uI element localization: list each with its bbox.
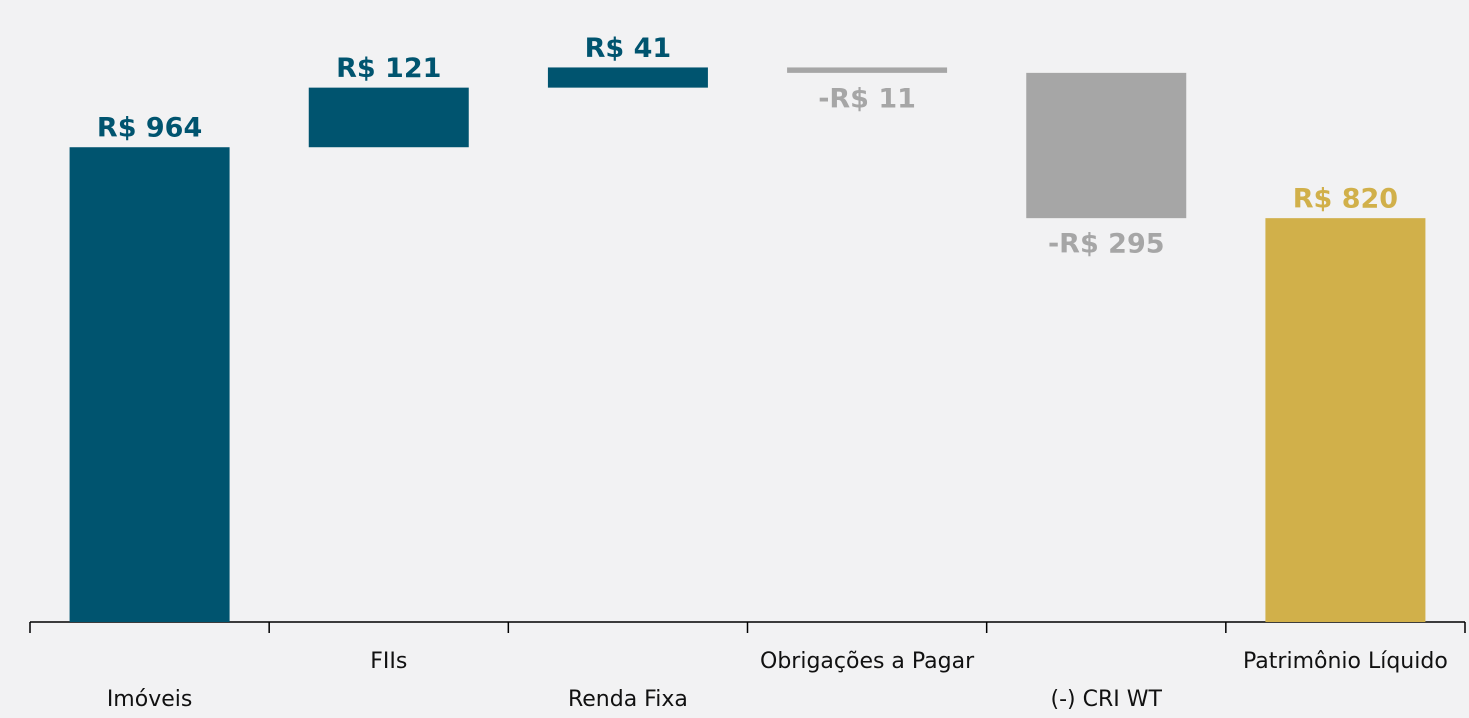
x-tick-label: Imóveis: [107, 687, 193, 712]
value-label: -R$ 11: [818, 83, 916, 114]
x-tick-label: Obrigações a Pagar: [760, 649, 975, 674]
value-label: R$ 41: [585, 33, 672, 64]
bar: [787, 67, 948, 73]
x-tick-label: Patrimônio Líquido: [1243, 649, 1448, 674]
x-tick-label: FIIs: [370, 649, 407, 674]
value-label: R$ 964: [97, 113, 202, 144]
value-label: R$ 820: [1293, 184, 1398, 215]
bar: [308, 87, 469, 148]
bar: [547, 67, 708, 88]
value-label: R$ 121: [336, 53, 441, 84]
x-tick-label: Renda Fixa: [568, 687, 688, 712]
bar: [1265, 218, 1426, 622]
x-tick-label: (-) CRI WT: [1051, 687, 1163, 712]
bar: [69, 147, 230, 623]
bar: [1026, 72, 1187, 219]
value-label: -R$ 295: [1048, 229, 1165, 260]
